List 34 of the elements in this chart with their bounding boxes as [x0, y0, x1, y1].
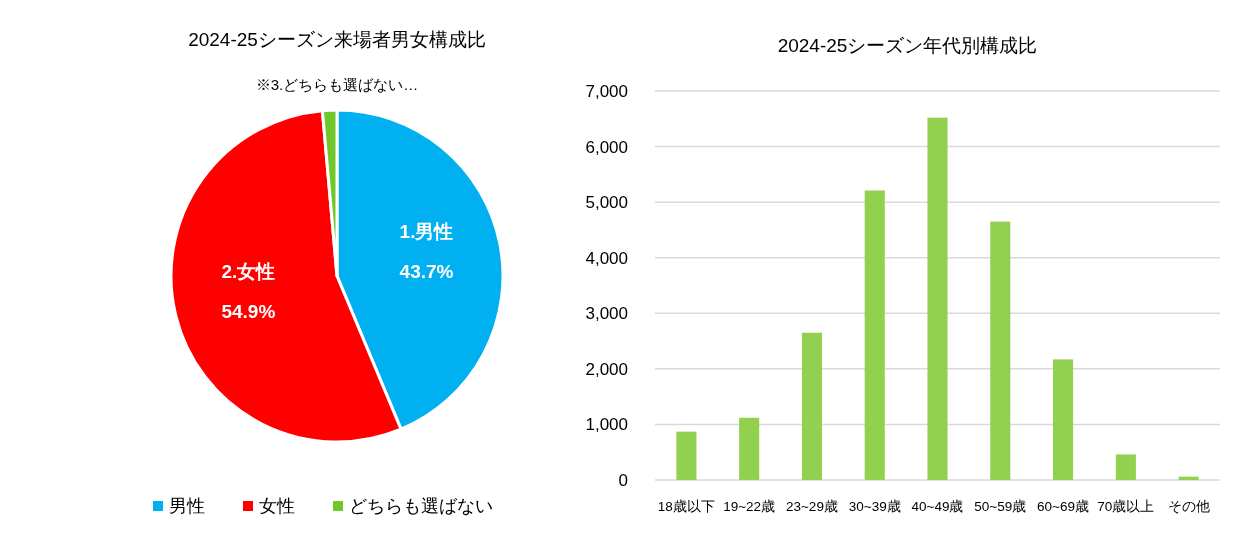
y-tick-label: 3,000 — [585, 304, 628, 324]
legend-label: 女性 — [259, 496, 295, 516]
y-tick-label: 0 — [618, 471, 628, 490]
legend-label: 男性 — [169, 496, 205, 516]
y-tick-label: 4,000 — [585, 248, 628, 268]
x-tick-label: 50~59歳 — [974, 499, 1027, 514]
bar — [801, 332, 822, 480]
bar — [1178, 476, 1199, 480]
bar — [927, 117, 948, 480]
x-tick-label: 23~29歳 — [785, 499, 838, 514]
y-tick-label: 1,000 — [585, 415, 628, 435]
x-tick-label: その他 — [1167, 499, 1210, 514]
legend-label: どちらも選ばない — [349, 496, 493, 516]
y-tick-label: 7,000 — [585, 82, 628, 101]
bar — [864, 190, 885, 480]
bar — [676, 431, 697, 480]
x-tick-label: 30~39歳 — [848, 499, 901, 514]
data-label: 1.男性 43.7% — [399, 221, 454, 283]
data-label: ※3.どちらも選ばない… — [255, 76, 419, 93]
x-tick-label: 60~69歳 — [1037, 499, 1090, 514]
y-tick-label: 6,000 — [585, 137, 628, 157]
x-tick-label: 19~22歳 — [723, 499, 776, 514]
bar — [739, 417, 760, 480]
data-label: 2.女性 54.9% — [221, 260, 276, 322]
bar — [1115, 454, 1136, 480]
y-tick-label: 2,000 — [585, 359, 628, 379]
chart-title: 2024-25シーズン来場者男女構成比 — [188, 29, 486, 50]
x-tick-label: 18歳以下 — [657, 499, 715, 514]
x-tick-label: 70歳以上 — [1097, 499, 1155, 514]
x-tick-label: 40~49歳 — [911, 499, 964, 514]
y-tick-label: 5,000 — [585, 193, 628, 213]
bar — [990, 221, 1011, 480]
bar — [1053, 359, 1074, 480]
chart-title: 2024-25シーズン年代別構成比 — [777, 35, 1038, 56]
